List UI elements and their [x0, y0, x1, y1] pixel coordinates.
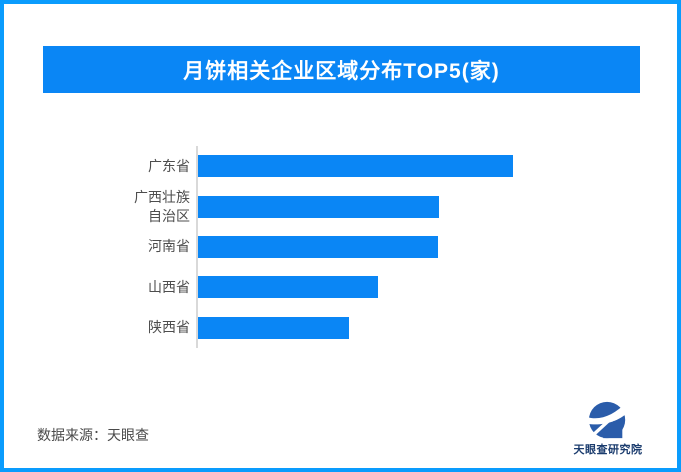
chart-row: 河南省 [4, 226, 664, 268]
category-label: 河南省 [148, 238, 190, 255]
category-label: 陕西省 [148, 319, 190, 336]
bar-track [196, 186, 664, 227]
bar [198, 155, 513, 178]
category-label: 山西省 [148, 278, 190, 295]
chart-title-banner: 月饼相关企业区域分布TOP5(家) [43, 46, 640, 93]
data-source-text: 数据来源：天眼查 [37, 427, 149, 443]
chart-row: 山西省 [4, 267, 664, 308]
category-label: 广西壮族自治区 [134, 188, 190, 224]
chart-row: 广东省 [4, 146, 664, 187]
chart-row: 广西壮族自治区 [4, 186, 664, 227]
tianyancha-wordmark: 天眼查研究院 [573, 444, 643, 456]
bar [198, 316, 349, 339]
chart-row: 陕西省 [4, 307, 664, 348]
tianyancha-logo-icon [587, 401, 629, 439]
bar-track [196, 146, 664, 187]
bar-track [196, 307, 664, 348]
bar [198, 195, 439, 218]
bar-track [196, 267, 664, 308]
bar [198, 276, 378, 299]
bar-track [196, 226, 664, 268]
chart-title: 月饼相关企业区域分布TOP5(家) [183, 59, 500, 83]
category-label: 广东省 [148, 157, 190, 174]
bar [198, 235, 438, 258]
bar-chart: 广东省 广西壮族自治区 河南省 山西省 陕西省 [4, 146, 664, 348]
chart-rows: 广东省 广西壮族自治区 河南省 山西省 陕西省 [4, 146, 664, 348]
tianyancha-research-logo: 天眼查研究院 [560, 398, 656, 457]
